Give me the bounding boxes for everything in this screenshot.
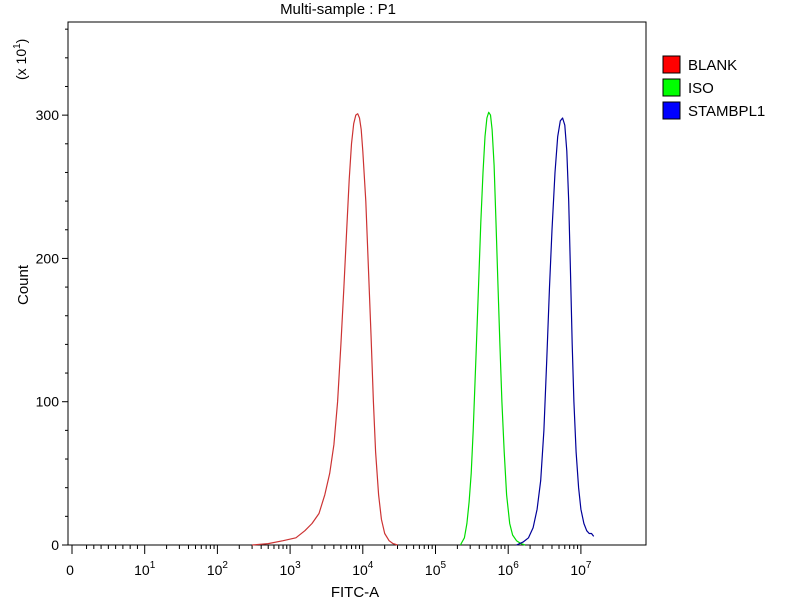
x-tick-exponent: 4 <box>368 560 374 571</box>
x-tick-label: 102 <box>207 560 229 578</box>
y-multiplier-exponent: 1 <box>12 43 23 49</box>
y-tick-label: 200 <box>36 250 60 266</box>
series-line-blank <box>252 113 398 546</box>
y-tick-label: 0 <box>51 537 59 553</box>
x-tick-label: 104 <box>352 560 374 578</box>
x-tick-label: 0 <box>66 562 74 578</box>
x-tick-base: 10 <box>280 562 296 578</box>
x-tick-base: 10 <box>570 562 586 578</box>
legend-swatch-blank <box>662 55 681 74</box>
x-tick-exponent: 3 <box>295 560 301 571</box>
legend-label-stambpl1: STAMBPL1 <box>688 103 765 120</box>
y-multiplier-close: ) <box>13 39 29 44</box>
legend: BLANK ISO STAMBPL1 <box>662 55 765 120</box>
plot-area <box>67 21 647 546</box>
x-tick-base: 10 <box>352 562 368 578</box>
y-multiplier-text: (x 10 <box>13 49 29 80</box>
y-tick-label: 300 <box>36 107 60 123</box>
x-axis-label: FITC-A <box>331 584 379 600</box>
series-line-stambpl1 <box>516 117 595 546</box>
x-tick-exponent: 7 <box>586 560 592 571</box>
x-tick-base: 10 <box>134 562 150 578</box>
x-tick-label: 106 <box>498 560 520 578</box>
series-lines <box>252 111 595 546</box>
legend-label-iso: ISO <box>688 80 714 97</box>
y-axis-multiplier: (x 101) <box>12 39 29 80</box>
x-tick-label: 107 <box>570 560 592 578</box>
legend-swatch-iso <box>662 78 681 97</box>
x-tick-exponent: 5 <box>441 560 447 571</box>
y-tick-label: 100 <box>36 394 60 410</box>
x-tick-base: 10 <box>207 562 223 578</box>
x-tick-label: 105 <box>425 560 447 578</box>
x-tick-label: 103 <box>280 560 302 578</box>
legend-label-blank: BLANK <box>688 57 737 74</box>
legend-swatch-stambpl1 <box>662 101 681 120</box>
series-line-iso <box>459 111 526 546</box>
x-tick-base: 10 <box>498 562 514 578</box>
chart-title: Multi-sample : P1 <box>280 1 396 18</box>
x-tick-exponent: 6 <box>513 560 519 571</box>
y-axis: 0 100 200 300 <box>36 28 68 553</box>
x-axis: 0 101 102 103 104 105 106 107 <box>66 545 592 578</box>
x-tick-base: 10 <box>425 562 441 578</box>
y-axis-label: Count <box>15 264 32 305</box>
plot-frame <box>67 21 647 546</box>
x-tick-label: 101 <box>134 560 156 578</box>
x-tick-exponent: 1 <box>150 560 156 571</box>
x-tick-exponent: 2 <box>222 560 228 571</box>
